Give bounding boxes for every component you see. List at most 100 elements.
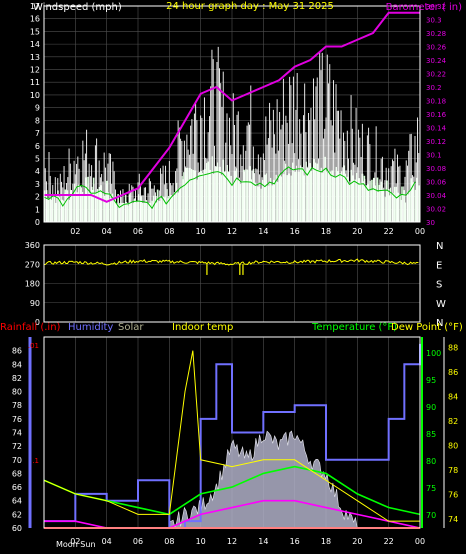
gust-bar: [337, 171, 339, 222]
gust-bar: [220, 175, 223, 222]
gust-bar: [359, 182, 362, 222]
gust-bar: [66, 190, 69, 222]
gust-bar: [235, 168, 238, 222]
time-tick-label: 18: [321, 227, 331, 236]
baro-tick-label: 30.08: [426, 165, 446, 173]
wind-tick-label: 9: [35, 104, 40, 113]
humidity-tick-label: 64: [12, 497, 22, 506]
gust-bar: [115, 202, 118, 222]
baro-tick-label: 30.16: [426, 111, 447, 119]
temperature-axis-title: Temperature (°F): [311, 322, 397, 333]
gust-bar: [179, 187, 181, 222]
gust-bar: [322, 172, 324, 222]
chart-title: 24 hour graph day : May 31 2025: [166, 1, 334, 12]
humidity-tick-label: 62: [12, 510, 22, 519]
gust-bar: [85, 177, 87, 222]
wind-tick-label: 4: [35, 167, 40, 176]
gust-bar: [164, 197, 166, 222]
wind-tick-label: 14: [30, 40, 40, 49]
gust-bar: [367, 184, 369, 222]
gust-bar: [382, 189, 384, 222]
temperature-tick-label: 70: [426, 511, 436, 520]
gust-bar: [77, 184, 80, 222]
gust-bar: [119, 202, 121, 222]
indoor-temp-line: [43, 350, 420, 522]
humidity-tick-label: 68: [12, 469, 22, 478]
baro-tick-label: 30.26: [426, 44, 447, 52]
gust-bar: [228, 172, 230, 222]
gust-bar: [416, 177, 418, 222]
dewpoint-tick-label: 78: [448, 466, 458, 475]
gust-bar: [213, 173, 215, 222]
temp-time-tick-label: 14: [258, 537, 268, 546]
temperature-tick-label: 85: [426, 430, 436, 439]
gust-bar: [374, 185, 377, 222]
gust-bar: [303, 175, 306, 222]
rainfall-axis-title: Rainfall (.in): [0, 322, 61, 333]
time-tick-label: 16: [290, 227, 300, 236]
gust-bar: [205, 163, 208, 222]
baro-tick-label: 30.28: [426, 30, 446, 38]
barometer-line: [44, 11, 420, 203]
gust-bar: [299, 165, 302, 222]
wind-tick-label: 6: [35, 142, 40, 151]
baro-tick-label: 30.06: [426, 179, 447, 187]
gust-bar: [393, 186, 396, 222]
wind-tick-label: 5: [35, 154, 40, 163]
temp-time-tick-label: 00: [415, 537, 425, 546]
temperature-tick-label: 95: [426, 376, 436, 385]
gust-bar: [104, 195, 106, 222]
gust-bar: [47, 199, 50, 222]
gust-bar: [371, 179, 373, 222]
gust-bar: [326, 171, 328, 222]
gust-bar: [111, 193, 114, 222]
gust-bar: [149, 202, 151, 222]
direction-tick-label: 0: [35, 318, 40, 327]
gust-bar: [378, 184, 381, 222]
baro-tick-label: 30.14: [426, 125, 447, 133]
gust-bar: [404, 202, 407, 222]
compass-label: W: [436, 299, 446, 310]
baro-tick-label: 30.24: [426, 57, 447, 65]
humidity-tick-label: 86: [12, 347, 22, 356]
gust-bar: [363, 175, 366, 222]
gust-bar: [295, 165, 298, 222]
gust-bar: [277, 181, 279, 222]
gust-bar: [397, 192, 400, 222]
gust-bar: [70, 190, 72, 222]
gust-bar: [209, 169, 212, 222]
wind-tick-label: 11: [30, 78, 40, 87]
barometer-axis-title: Barometer ( in): [386, 2, 462, 13]
baro-tick-label: 30.3: [426, 17, 442, 25]
gust-bar: [168, 195, 170, 222]
dewpoint-tick-label: 84: [448, 393, 458, 402]
compass-label: E: [436, 260, 442, 271]
baro-tick-label: 30: [426, 219, 435, 227]
time-tick-label: 04: [102, 227, 112, 236]
rain-tick-label: .01: [28, 342, 39, 350]
gust-bar: [55, 202, 57, 222]
gust-bar: [156, 189, 159, 222]
temperature-tick-label: 100: [426, 349, 441, 358]
humidity-axis-title: Humidity: [68, 322, 113, 333]
wind-tick-label: 1: [35, 205, 40, 214]
gust-bar: [254, 182, 257, 222]
gust-bar: [122, 202, 125, 222]
direction-tick-label: 360: [25, 241, 40, 250]
direction-line: [43, 258, 419, 266]
gust-bar: [318, 170, 321, 222]
temp-time-tick-label: 08: [164, 537, 174, 546]
solar-axis-title: Solar: [118, 322, 144, 333]
gust-bar: [224, 171, 227, 222]
humidity-tick-label: 60: [12, 524, 22, 533]
direction-tick-label: 90: [30, 299, 40, 308]
humidity-tick-label: 78: [12, 401, 22, 410]
gust-bar: [250, 179, 253, 222]
gust-bar: [130, 201, 133, 222]
gust-bar: [232, 184, 234, 222]
gust-bar: [239, 183, 242, 222]
baro-tick-label: 30.18: [426, 98, 446, 106]
time-tick-label: 12: [227, 227, 237, 236]
baro-tick-label: 30.04: [426, 192, 447, 200]
humidity-line: [44, 343, 421, 529]
